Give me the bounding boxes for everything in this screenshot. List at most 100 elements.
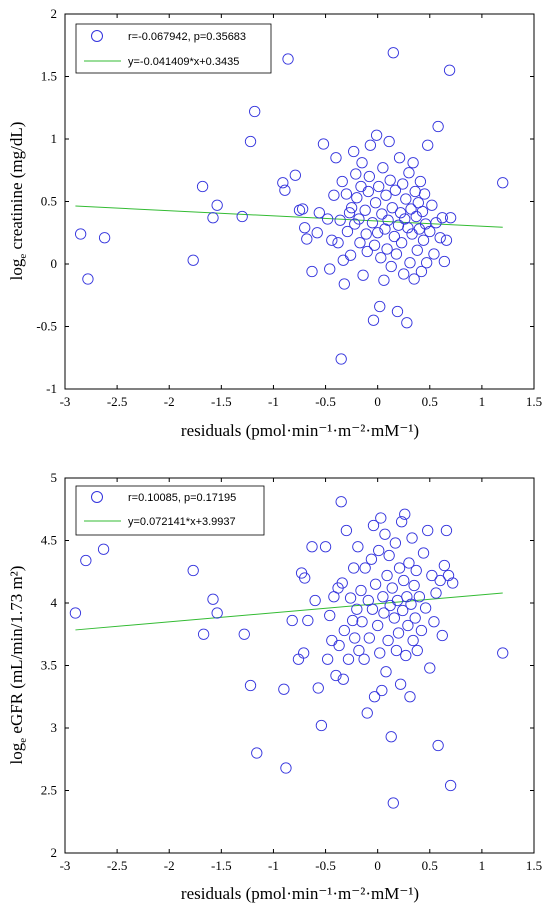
top-scatter-point	[440, 234, 453, 246]
top-scatter-point	[375, 252, 387, 264]
bottom-y-axis-label-rest: eGFR (mL/min/1.73 m²)	[7, 566, 26, 738]
top-scatter-point	[395, 237, 408, 249]
top-y-tick-label: 2	[51, 6, 58, 21]
top-x-tick-label: -3	[60, 394, 71, 409]
top-y-axis-label-log: log	[7, 258, 26, 280]
bottom-scatter-point	[375, 512, 387, 524]
bottom-scatter-point	[407, 634, 419, 647]
bottom-scatter-point	[382, 634, 394, 647]
top-scatter-point	[359, 204, 371, 216]
bottom-scatter-point	[333, 639, 345, 652]
top-scatter-point	[416, 205, 429, 218]
bottom-scatter-point	[356, 616, 368, 628]
top-scatter-point	[367, 314, 380, 326]
bottom-scatter-point	[417, 547, 430, 559]
bottom-tick-marks	[64, 477, 535, 854]
top-scatter-point	[390, 248, 403, 260]
bottom-legend-marker	[91, 491, 103, 503]
top-scatter-point	[244, 135, 257, 148]
top-scatter-point	[356, 157, 368, 169]
bottom-scatter-point	[340, 524, 353, 537]
top-scatter-point	[385, 260, 397, 273]
bottom-x-tick-label: -2.5	[107, 858, 128, 873]
top-scatter-point	[497, 177, 509, 189]
top-scatter-point	[389, 184, 402, 196]
bottom-plot-frame	[64, 477, 535, 854]
top-fit-line	[75, 205, 503, 228]
bottom-x-tick-label: -2	[164, 858, 175, 873]
top-scatter-point	[399, 213, 411, 225]
bottom-scatter-point	[378, 607, 390, 619]
bottom-scatter-point	[347, 614, 359, 627]
bottom-scatter-point	[408, 579, 420, 592]
bottom-scatter-point	[432, 739, 444, 752]
bottom-scatter-points	[69, 496, 509, 809]
top-scatter-point	[236, 210, 248, 223]
bottom-scatter-point	[392, 627, 405, 639]
bottom-scatter-point	[363, 632, 375, 644]
top-scatter-point	[415, 265, 428, 278]
top-x-tick-labels: -3 -2.5 -2 -1.5 -1 -0.5 0 0.5 1 1.5	[60, 394, 543, 409]
bottom-scatter-point	[386, 582, 398, 594]
bottom-scatter-point	[377, 591, 389, 603]
bottom-scatter-point	[428, 616, 440, 628]
bottom-scatter-point	[436, 629, 448, 642]
bottom-scatter-point	[381, 569, 393, 582]
bottom-scatter-point	[376, 684, 388, 697]
top-scatter-point	[360, 228, 372, 240]
top-y-axis-label-rest: creatinine (mg/dL)	[7, 122, 26, 254]
top-y-tick-label: -1	[46, 381, 57, 396]
bottom-x-tick-label: -1	[268, 858, 279, 873]
bottom-scatter-point	[406, 532, 418, 544]
bottom-scatter-point	[393, 562, 406, 574]
bottom-scatter-point	[344, 592, 357, 604]
bottom-x-tick-label: -1.5	[211, 858, 232, 873]
bottom-y-tick-label: 4.5	[41, 533, 57, 548]
top-scatter-point	[364, 139, 377, 151]
top-scatter-point	[405, 203, 417, 215]
top-scatter-point	[249, 105, 261, 118]
top-scatter-point	[383, 135, 395, 148]
top-scatter-point	[400, 193, 412, 205]
bottom-scatter-point	[238, 628, 250, 640]
bottom-scatter-point	[352, 541, 364, 553]
bottom-scatter-point	[422, 524, 434, 537]
top-scatter-point	[341, 225, 354, 238]
top-scatter-point	[82, 273, 94, 285]
bottom-scatter-point	[397, 604, 409, 617]
top-scatter-point	[384, 174, 396, 186]
bottom-scatter-point	[309, 594, 321, 607]
bottom-scatter-point	[302, 614, 314, 627]
bottom-scatter-point	[390, 644, 403, 657]
bottom-scatter-point	[447, 577, 459, 589]
bottom-scatter-point	[379, 528, 391, 540]
top-scatter-point	[418, 188, 431, 200]
bottom-scatter-point	[69, 607, 82, 619]
bottom-scatter-point	[342, 653, 355, 665]
top-x-tick-label: -1.5	[211, 394, 232, 409]
bottom-scatter-point	[244, 679, 257, 692]
bottom-scatter-point	[405, 598, 417, 610]
bottom-x-tick-label: 1	[479, 858, 486, 873]
bottom-scatter-point	[330, 669, 342, 682]
top-scatter-point	[428, 248, 440, 260]
top-scatter-point	[317, 138, 330, 150]
bottom-scatter-point	[315, 719, 328, 732]
bottom-y-tick-label: 4	[51, 595, 58, 610]
top-scatter-point	[436, 212, 448, 224]
top-scatter-point	[348, 145, 360, 158]
bottom-scatter-point	[298, 647, 310, 659]
bottom-scatter-point	[415, 624, 428, 637]
bottom-scatter-point	[187, 564, 199, 577]
top-fit-line-group	[75, 205, 503, 228]
bottom-scatter-point	[97, 543, 110, 555]
bottom-scatter-point	[380, 666, 392, 678]
top-scatter-point	[338, 278, 350, 290]
top-scatter-point	[397, 178, 409, 190]
top-scatter-point	[398, 268, 410, 280]
top-scatter-point	[434, 232, 446, 244]
bottom-scatter-point	[299, 572, 311, 584]
top-scatter-point	[301, 233, 313, 245]
bottom-scatter-point	[349, 632, 361, 644]
